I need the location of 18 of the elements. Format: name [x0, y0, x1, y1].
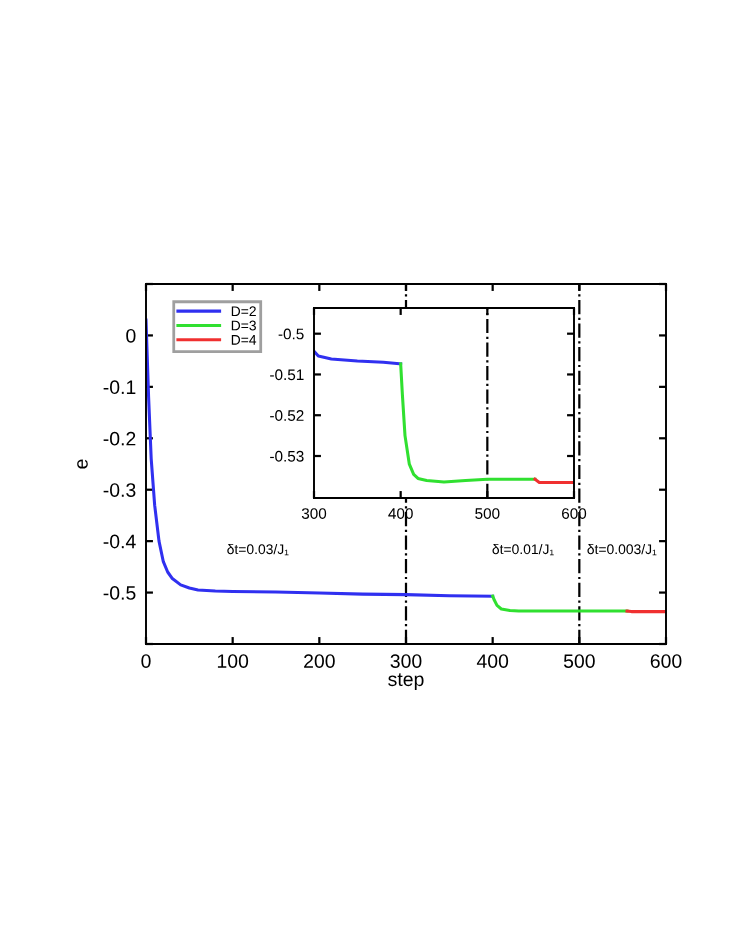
x-axis-title: step	[388, 673, 424, 690]
x-tick-label: 0	[141, 654, 151, 668]
line-series	[399, 362, 537, 484]
x-tick-label: 300	[390, 654, 422, 668]
x-tick-label: 500	[563, 654, 595, 668]
line-series	[314, 349, 403, 366]
y-tick-label: -0.1	[103, 380, 136, 395]
line-series	[491, 594, 629, 613]
y-tick-label: -0.5	[103, 586, 136, 600]
y-tick-label: -0.2	[103, 431, 136, 446]
y-tick-label: -0.4	[103, 534, 136, 549]
x-tick-label: 400	[476, 654, 509, 668]
y-tick-label: -0.3	[103, 483, 136, 497]
x-tick-label: 600	[650, 654, 682, 668]
x-tick-label: 200	[304, 654, 335, 668]
x-tick-label: 100	[217, 654, 249, 668]
y-axis-title: e	[77, 459, 88, 469]
y-tick-label: 0	[126, 328, 136, 343]
